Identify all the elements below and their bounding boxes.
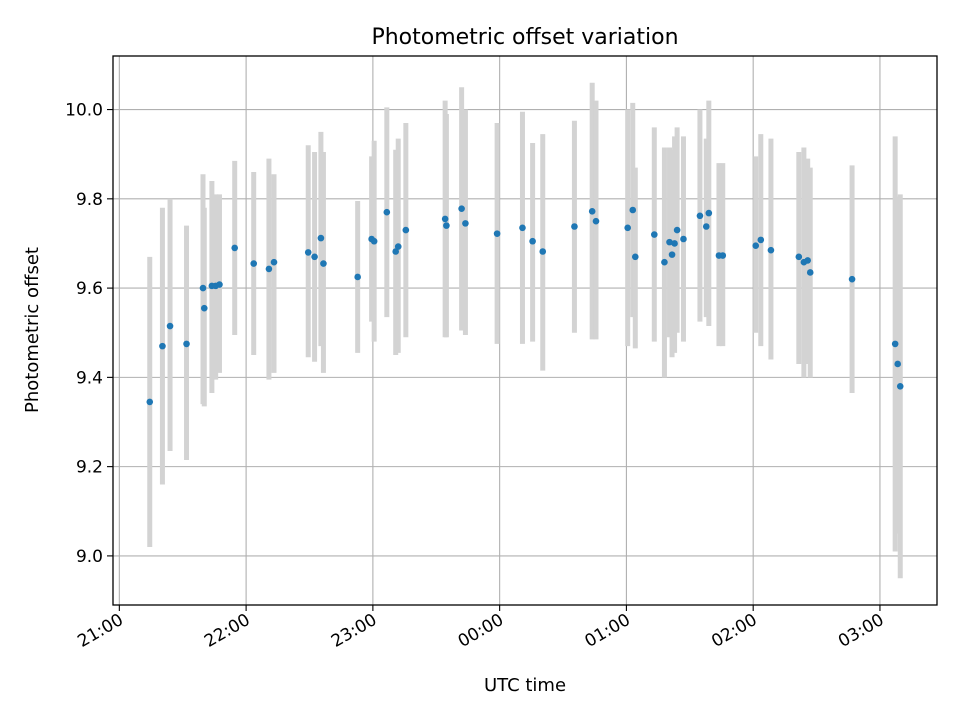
data-point	[702, 223, 710, 230]
data-point	[199, 284, 207, 292]
data-point	[493, 230, 501, 237]
data-point	[804, 257, 811, 264]
data-point	[304, 249, 312, 256]
y-tick-label: 9.4	[76, 368, 103, 388]
data-point	[216, 281, 223, 288]
x-axis: 21:00 22:00 23:00 00:00 01:00 02:00 03:00	[74, 605, 887, 652]
data-point	[651, 231, 658, 238]
data-point	[394, 243, 402, 250]
data-point	[529, 237, 536, 245]
data-point	[354, 273, 361, 281]
data-points	[146, 205, 904, 406]
x-tick-label: 23:00	[328, 610, 380, 652]
data-point	[767, 246, 775, 254]
data-point	[146, 398, 154, 406]
data-point	[696, 212, 704, 220]
x-tick-label: 21:00	[74, 610, 126, 652]
data-point	[458, 205, 465, 212]
data-point	[719, 252, 727, 259]
y-axis: 9.0 9.2 9.4 9.6 9.8 10.0	[65, 101, 113, 567]
y-tick-label: 9.8	[76, 190, 103, 210]
chart-title: Photometric offset variation	[371, 25, 678, 50]
data-point	[231, 244, 238, 252]
data-point	[383, 208, 391, 216]
data-point	[402, 226, 410, 234]
data-point	[183, 340, 190, 348]
data-point	[894, 360, 902, 368]
data-point	[320, 260, 327, 267]
y-tick-label: 10.0	[65, 101, 103, 121]
data-point	[705, 209, 713, 217]
y-tick-label: 9.6	[76, 279, 103, 299]
data-point	[392, 248, 399, 255]
x-tick-label: 03:00	[835, 610, 887, 652]
data-point	[159, 342, 166, 350]
x-tick-label: 01:00	[581, 610, 633, 652]
data-point	[571, 223, 578, 230]
x-tick-label: 02:00	[708, 610, 760, 652]
data-point	[441, 215, 449, 223]
data-point	[752, 242, 760, 249]
data-point	[539, 248, 547, 255]
data-point	[624, 224, 631, 232]
y-axis-label: Photometric offset	[22, 247, 43, 413]
data-point	[671, 240, 678, 247]
x-axis-label: UTC time	[484, 675, 566, 696]
data-point	[588, 208, 596, 215]
data-point	[317, 234, 325, 242]
data-point	[270, 258, 278, 266]
x-tick-label: 22:00	[201, 610, 253, 652]
data-point	[462, 220, 469, 227]
data-point	[896, 382, 904, 390]
data-point	[311, 253, 318, 261]
data-point	[592, 217, 600, 225]
data-point	[200, 304, 208, 312]
data-point	[891, 340, 899, 348]
data-point	[166, 322, 174, 330]
data-point	[806, 269, 814, 276]
x-tick-label: 00:00	[455, 610, 507, 652]
data-point	[795, 253, 803, 261]
data-point	[250, 260, 258, 267]
data-point	[370, 237, 378, 245]
plot-frame	[112, 55, 938, 606]
data-point	[673, 226, 681, 234]
data-point	[661, 258, 668, 266]
data-point	[848, 275, 856, 283]
error-bars	[147, 82, 903, 579]
data-point	[631, 253, 639, 261]
data-point	[668, 251, 676, 258]
y-tick-label: 9.0	[76, 547, 103, 567]
data-point	[443, 222, 450, 229]
data-point	[519, 224, 526, 232]
data-point	[666, 238, 673, 246]
y-tick-label: 9.2	[76, 458, 103, 478]
data-point	[757, 236, 765, 244]
data-point	[680, 235, 687, 243]
data-point	[629, 206, 637, 214]
data-point	[265, 265, 273, 273]
